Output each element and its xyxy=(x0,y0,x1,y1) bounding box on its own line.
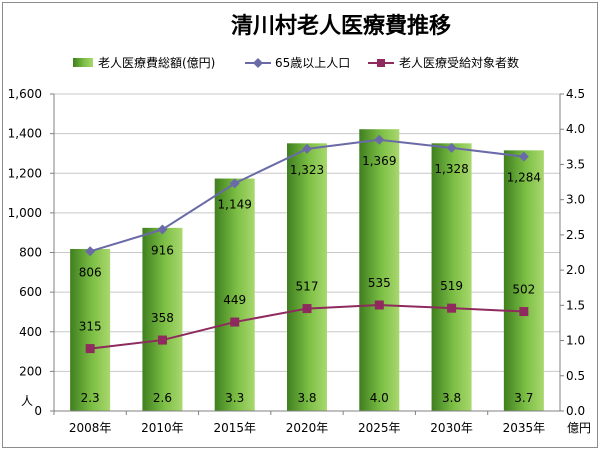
x-tick-label: 2008年 xyxy=(69,421,112,435)
right-tick-label: 3.5 xyxy=(566,157,585,171)
right-axis-unit: 億円 xyxy=(567,421,591,435)
legend: 老人医療費総額(億円) 65歳以上人口 老人医療受給対象者数 xyxy=(73,55,519,70)
bar-value-label: 3.8 xyxy=(442,391,461,405)
population-point xyxy=(518,151,529,162)
legend-swatch-total-cost xyxy=(73,58,93,67)
bar-2025年 xyxy=(359,129,400,411)
population-point xyxy=(302,143,312,154)
legend-marker-population xyxy=(253,58,263,68)
x-tick-label: 2025年 xyxy=(358,421,401,435)
right-tick-label: 1.0 xyxy=(566,334,585,348)
right-tick-label: 3.0 xyxy=(566,193,585,207)
data-labels: 2.3 2.6 3.3 3.8 4.0 3.8 3.7 806 916 1,149 1,323 1,3… xyxy=(79,154,541,405)
left-tick-label: 200 xyxy=(19,364,42,378)
left-tick-label: 1,200 xyxy=(8,166,42,180)
right-tick-label: 4.0 xyxy=(566,122,585,136)
right-tick-label: 4.5 xyxy=(566,87,585,101)
recipients-value-label: 502 xyxy=(512,283,535,297)
population-value-label: 1,284 xyxy=(507,171,541,185)
population-point xyxy=(157,224,168,235)
bar-2010年 xyxy=(142,227,183,411)
left-tick-label: 1,600 xyxy=(8,87,42,101)
recipients-point xyxy=(374,300,384,310)
bar-value-label: 3.8 xyxy=(297,391,316,405)
left-tick-label: 400 xyxy=(19,325,42,339)
x-tick-label: 2030年 xyxy=(430,421,473,435)
left-tick-label: 1,400 xyxy=(8,127,42,141)
recipients-value-label: 519 xyxy=(440,279,463,293)
left-tick-label: 1,000 xyxy=(8,206,42,220)
population-value-label: 1,328 xyxy=(434,162,468,176)
chart-svg: 清川村老人医療費推移 老人医療費総額(億円) 65歳以上人口 老人医療受給対象者… xyxy=(8,13,591,435)
x-tick-label: 2015年 xyxy=(213,421,256,435)
recipients-point xyxy=(302,304,312,314)
left-tick-label: 600 xyxy=(19,285,42,299)
legend-label-population: 65歳以上人口 xyxy=(275,56,350,70)
recipients-value-label: 358 xyxy=(151,311,174,325)
left-tick-label: 0 xyxy=(34,404,42,418)
legend-label-recipients: 老人医療受給対象者数 xyxy=(399,55,519,70)
right-tick-label: 1.5 xyxy=(566,298,585,312)
population-point xyxy=(229,178,240,189)
chart-title: 清川村老人医療費推移 xyxy=(231,13,451,39)
bar-2035年 xyxy=(503,150,544,411)
bar-value-label: 3.3 xyxy=(225,391,244,405)
bar-series xyxy=(70,129,544,412)
recipients-value-label: 449 xyxy=(223,293,246,307)
population-value-label: 806 xyxy=(79,265,102,279)
recipients-point xyxy=(447,303,457,313)
population-point xyxy=(85,246,96,257)
bar-2015年 xyxy=(214,178,255,411)
right-tick-label: 0.5 xyxy=(566,369,585,383)
left-tick-label: 800 xyxy=(19,246,42,260)
recipients-point xyxy=(230,317,240,327)
population-point xyxy=(374,134,385,145)
right-tick-label: 2.5 xyxy=(566,228,585,242)
bar-2008年 xyxy=(70,248,111,411)
axes: 0 200 400 600 800 1,000 1,200 1,400 1,600 0.0 0.5 1… xyxy=(8,87,591,435)
population-value-label: 1,323 xyxy=(290,163,324,177)
recipients-point xyxy=(85,344,95,354)
bar-2020年 xyxy=(287,143,327,412)
right-tick-label: 2.0 xyxy=(566,263,585,277)
bar-value-label: 3.7 xyxy=(514,391,533,405)
population-point xyxy=(446,142,457,153)
recipients-value-label: 315 xyxy=(79,320,102,334)
population-value-label: 916 xyxy=(151,244,174,258)
x-tick-label: 2035年 xyxy=(503,421,546,435)
recipients-value-label: 517 xyxy=(296,280,319,294)
bar-value-label: 2.6 xyxy=(153,391,172,405)
bar-value-label: 2.3 xyxy=(81,391,100,405)
population-value-label: 1,149 xyxy=(218,197,252,211)
line-series xyxy=(85,134,529,354)
x-tick-label: 2010年 xyxy=(141,421,184,435)
bar-2030年 xyxy=(431,143,472,412)
legend-label-total-cost: 老人医療費総額(億円) xyxy=(98,55,215,70)
population-value-label: 1,369 xyxy=(362,154,396,168)
left-axis-unit: 人 xyxy=(21,394,33,408)
recipients-value-label: 535 xyxy=(368,276,391,290)
right-tick-label: 0.0 xyxy=(566,404,585,418)
bar-value-label: 4.0 xyxy=(370,391,389,405)
legend-marker-recipients xyxy=(377,59,385,67)
recipients-point xyxy=(519,307,529,317)
x-tick-label: 2020年 xyxy=(286,421,329,435)
recipients-point xyxy=(157,335,167,345)
